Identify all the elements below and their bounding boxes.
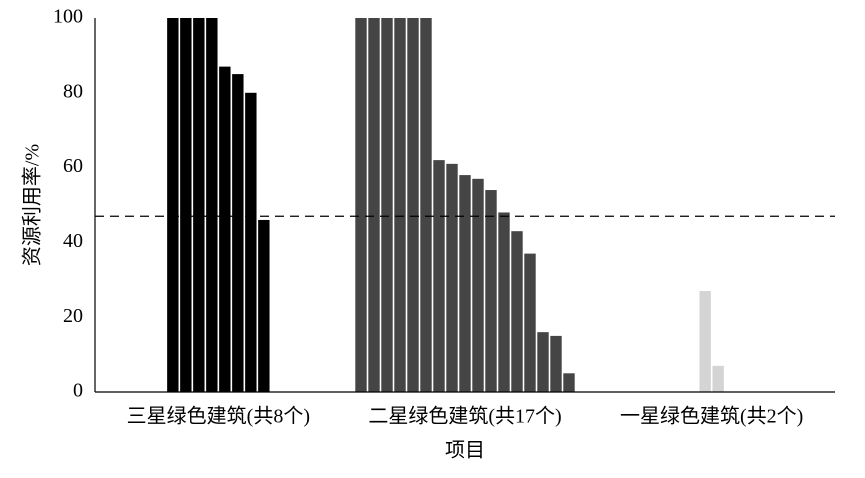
y-axis-title: 资源利用率/% <box>21 144 44 266</box>
bar <box>524 253 536 392</box>
bar <box>167 18 179 392</box>
y-tick-label: 100 <box>53 6 83 28</box>
bar <box>511 231 523 392</box>
bar <box>712 365 724 392</box>
bar <box>394 18 406 392</box>
bar <box>193 18 205 392</box>
y-tick-label: 60 <box>63 155 83 177</box>
x-tick-label: 二星绿色建筑(共17个) <box>368 405 561 428</box>
bar <box>472 178 484 392</box>
bar <box>446 163 458 392</box>
bar <box>699 291 711 392</box>
bar <box>219 66 231 393</box>
bar <box>550 335 562 392</box>
y-tick-label: 0 <box>73 380 83 402</box>
x-tick-label: 一星绿色建筑(共2个) <box>620 405 803 428</box>
bar <box>563 373 575 392</box>
bar <box>368 18 380 392</box>
bar <box>459 175 471 392</box>
x-tick-label: 三星绿色建筑(共8个) <box>127 405 310 428</box>
bar <box>206 18 218 392</box>
bar <box>433 160 445 392</box>
bar <box>232 74 244 392</box>
bar <box>537 332 549 392</box>
bar <box>498 212 510 392</box>
bar <box>485 190 497 392</box>
bar <box>420 18 432 392</box>
bar <box>245 92 257 393</box>
bar <box>381 18 393 392</box>
x-axis-title: 项目 <box>445 440 485 462</box>
bar <box>258 219 270 392</box>
y-tick-label: 80 <box>63 80 83 102</box>
bar <box>180 18 192 392</box>
bar <box>355 18 367 392</box>
bar <box>407 18 419 392</box>
y-tick-label: 20 <box>63 305 83 327</box>
y-tick-label: 40 <box>63 230 83 252</box>
